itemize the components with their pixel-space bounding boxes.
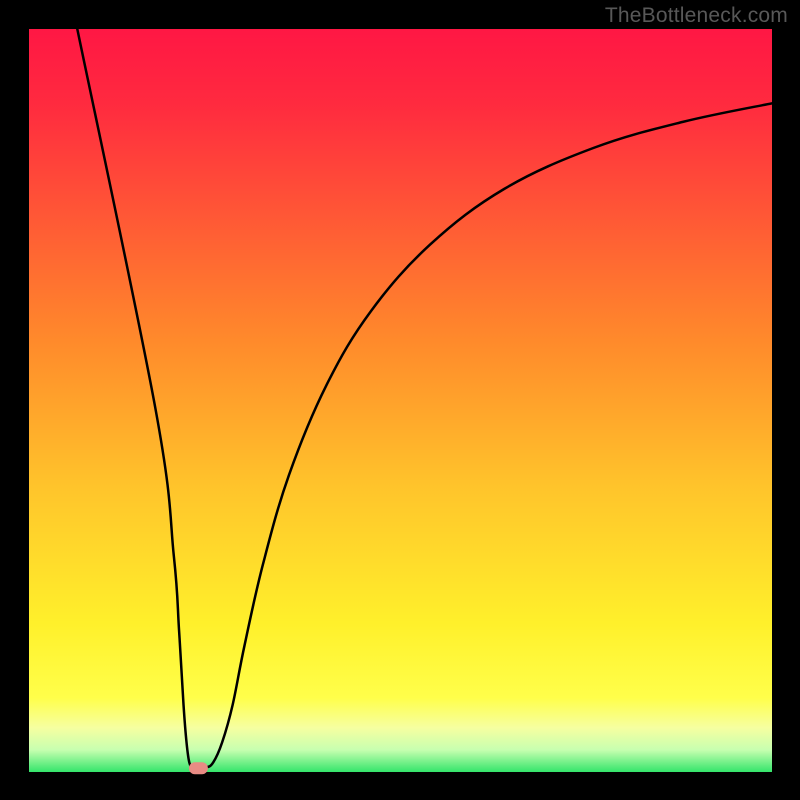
chart-root: TheBottleneck.com — [0, 0, 800, 800]
plot-background — [29, 29, 772, 772]
chart-svg — [0, 0, 800, 800]
min-marker — [189, 762, 208, 774]
